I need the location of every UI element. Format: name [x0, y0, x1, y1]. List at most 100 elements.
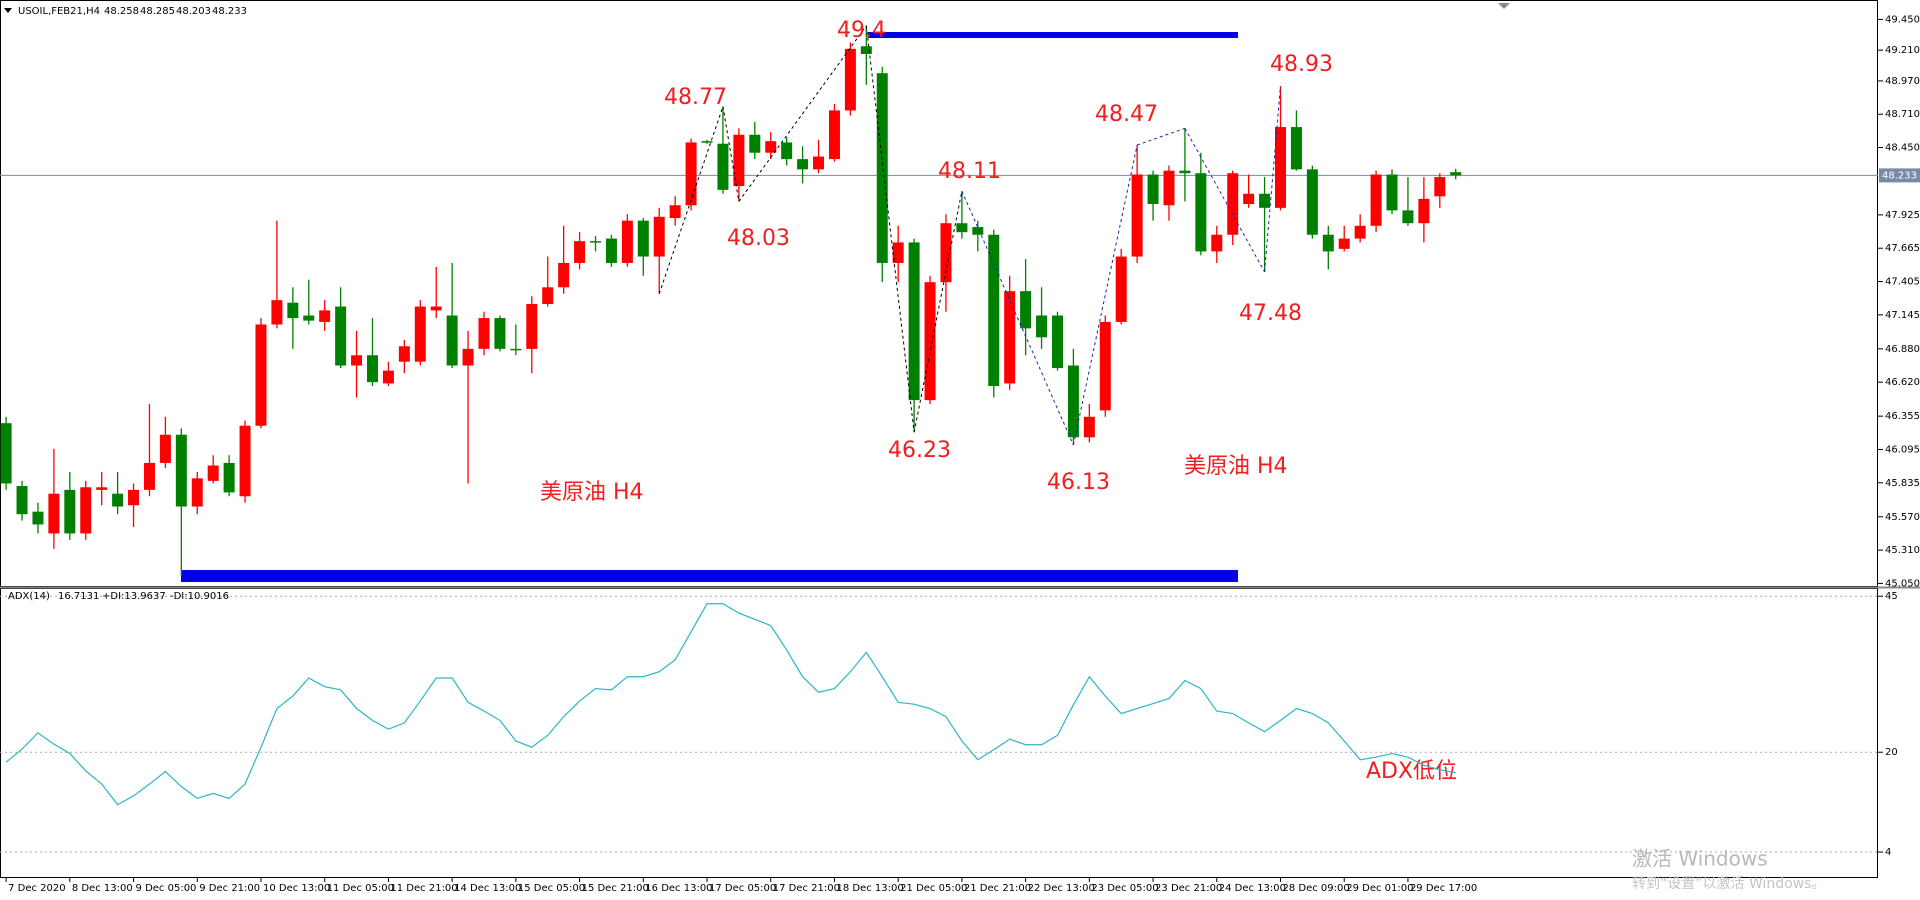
y-tick-label: 48.450 [1885, 143, 1920, 154]
resistance-bar [868, 32, 1238, 38]
candle-body [717, 143, 729, 190]
support-bar [181, 570, 1238, 582]
y-tick-label: 46.355 [1885, 411, 1920, 422]
candle-body [414, 306, 426, 362]
candle-body [860, 46, 872, 54]
x-tick-label: 17 Dec 21:00 [773, 883, 840, 894]
candle-body [48, 493, 60, 534]
y-tick-label: 46.095 [1885, 444, 1920, 455]
watermark-title: 激活 Windows [1632, 847, 1768, 871]
x-tick-label: 23 Dec 05:00 [1091, 883, 1158, 894]
candle-body [542, 287, 554, 304]
candle-body [924, 282, 936, 401]
candle-body [526, 303, 538, 349]
zigzag-segment [961, 190, 1074, 446]
candle-body [0, 423, 12, 484]
candle-body [1434, 177, 1446, 197]
annotation: 47.48 [1239, 301, 1302, 326]
candle-body [1322, 234, 1334, 252]
ohlc-close: 48.233 [212, 6, 247, 17]
annotation: 48.03 [727, 226, 790, 251]
candle-body [271, 300, 283, 325]
candle-body [908, 242, 920, 401]
candle-body [1290, 127, 1302, 170]
candle-body [112, 493, 124, 507]
candle-body [1338, 238, 1350, 249]
y-tick-label: 20 [1885, 747, 1898, 758]
x-tick-label: 10 Dec 13:00 [263, 883, 330, 894]
x-tick-label: 7 Dec 2020 [8, 883, 66, 894]
candle-body [207, 465, 219, 481]
candle-body [80, 487, 92, 534]
zigzag-segment [865, 25, 915, 433]
annotation: 48.93 [1270, 52, 1333, 77]
candle-body [844, 48, 856, 111]
annotation: 46.23 [888, 438, 951, 463]
x-tick-label: 11 Dec 05:00 [327, 883, 394, 894]
candle-body [972, 227, 984, 235]
candle-body [1259, 193, 1271, 208]
symbol-title: USOIL,FEB21,H4 [18, 6, 100, 17]
y-tick-label: 47.145 [1885, 310, 1920, 321]
zigzag-segment [722, 106, 740, 202]
watermark-hint: 转到“设置”以激活 Windows。 [1632, 875, 1825, 892]
price-label: 48.233 [1882, 170, 1917, 181]
candle-body [1036, 315, 1048, 338]
annotation: 美原油 H4 [540, 480, 644, 505]
candle-body [1051, 315, 1063, 369]
candle-body [1083, 416, 1095, 438]
y-tick-label: 45.835 [1885, 478, 1920, 489]
candle-body [749, 134, 761, 153]
candle-body [128, 489, 140, 506]
candle-body [1195, 173, 1207, 252]
zigzag-segment [738, 25, 867, 202]
y-tick-label: 48.970 [1885, 76, 1920, 87]
candle-body [653, 216, 665, 257]
candle-body [701, 141, 713, 143]
annotation: 48.47 [1095, 102, 1158, 127]
x-tick-label: 17 Dec 05:00 [709, 883, 776, 894]
candle-body [940, 223, 952, 283]
annotation: 46.13 [1047, 470, 1110, 495]
candle-body [797, 159, 809, 170]
candle-body [1354, 225, 1366, 239]
candle-body [1163, 170, 1175, 206]
x-tick-label: 9 Dec 05:00 [136, 883, 197, 894]
candle-body [621, 220, 633, 263]
x-tick-label: 21 Dec 05:00 [900, 883, 967, 894]
candle-body [685, 142, 697, 206]
candle-body [1306, 169, 1318, 235]
candle-body [398, 346, 410, 362]
candle-body [637, 220, 649, 257]
candle-body [143, 462, 155, 490]
y-tick-label: 45.310 [1885, 545, 1920, 556]
minus-di: -DI:10.9016 [170, 591, 229, 602]
x-tick-label: 23 Dec 21:00 [1155, 883, 1222, 894]
candle-body [1147, 174, 1159, 204]
x-tick-label: 29 Dec 17:00 [1410, 883, 1477, 894]
adx-line [5, 603, 1456, 806]
candle-body [892, 242, 904, 263]
candle-body [1243, 193, 1255, 204]
candle-body [335, 306, 347, 366]
y-tick-label: 46.620 [1885, 377, 1920, 388]
candle-body [175, 434, 187, 507]
x-tick-label: 9 Dec 21:00 [199, 883, 260, 894]
zigzag-segment [1136, 127, 1186, 146]
price-label-box [1879, 168, 1920, 183]
adx-title: ADX(14) [8, 591, 50, 602]
x-tick-label: 28 Dec 09:00 [1283, 883, 1350, 894]
x-tick-label: 18 Dec 13:00 [836, 883, 903, 894]
candle-body [558, 262, 570, 288]
candle-body [1067, 365, 1079, 438]
candle-body [1402, 210, 1414, 224]
x-tick-label: 21 Dec 21:00 [964, 883, 1031, 894]
candle-body [876, 73, 888, 263]
candle-body [494, 318, 506, 349]
annotation: ADX低位 [1366, 759, 1457, 784]
candle-body [1370, 174, 1382, 226]
candle-body [669, 205, 681, 219]
candle-body [813, 156, 825, 170]
candle-body [988, 234, 1000, 387]
